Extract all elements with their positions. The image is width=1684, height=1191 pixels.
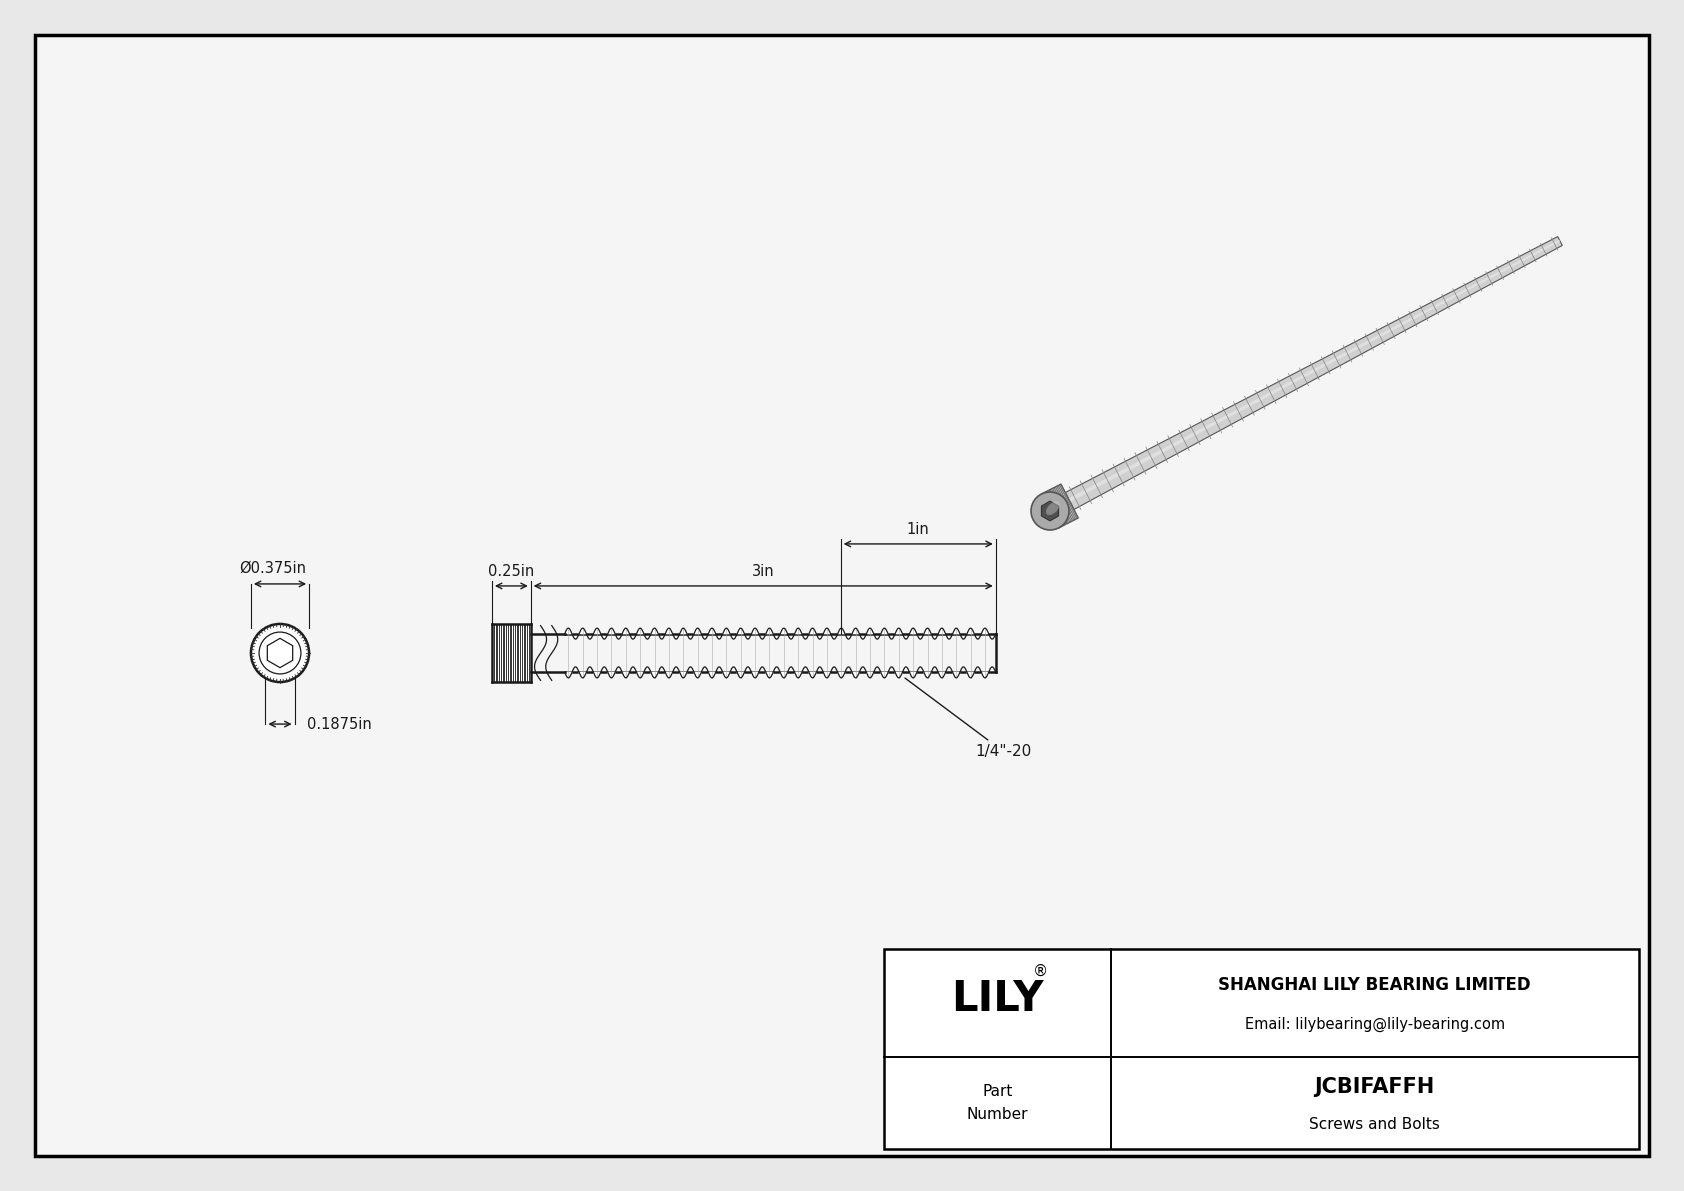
Text: LILY: LILY (951, 978, 1044, 1019)
Ellipse shape (1046, 501, 1059, 515)
Bar (492, 624, 530, 682)
Text: SHANGHAI LILY BEARING LIMITED: SHANGHAI LILY BEARING LIMITED (1219, 975, 1531, 993)
Polygon shape (268, 638, 293, 668)
Bar (884, 949, 1639, 1149)
Polygon shape (1068, 239, 1561, 501)
Circle shape (259, 632, 301, 674)
Text: 0.1875in: 0.1875in (306, 717, 370, 731)
Polygon shape (1041, 501, 1059, 520)
Circle shape (251, 624, 310, 682)
Text: 0.25in: 0.25in (488, 563, 534, 579)
Text: Part
Number: Part Number (967, 1084, 1027, 1122)
Text: ®: ® (1032, 964, 1047, 979)
Text: 1/4"-20: 1/4"-20 (904, 678, 1032, 760)
Text: 3in: 3in (753, 563, 775, 579)
Polygon shape (1066, 237, 1563, 510)
Text: 1in: 1in (908, 522, 930, 537)
Ellipse shape (1031, 492, 1069, 530)
Text: Screws and Bolts: Screws and Bolts (1310, 1117, 1440, 1131)
Polygon shape (1041, 484, 1078, 528)
Text: Ø0.375in: Ø0.375in (239, 561, 306, 576)
Text: JCBIFAFFH: JCBIFAFFH (1315, 1078, 1435, 1097)
Text: Email: lilybearing@lily-bearing.com: Email: lilybearing@lily-bearing.com (1244, 1017, 1505, 1033)
